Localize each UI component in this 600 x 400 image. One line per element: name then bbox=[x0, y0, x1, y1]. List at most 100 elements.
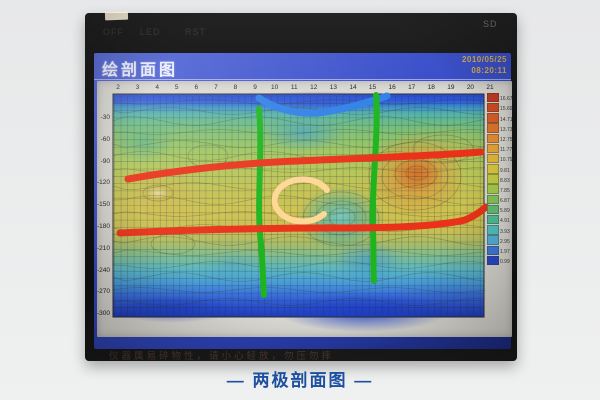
colorbar-swatch bbox=[487, 123, 499, 133]
colorbar-value: 8.83 bbox=[500, 177, 510, 184]
green-marker-line-right bbox=[369, 92, 380, 284]
x-tick-label: 20 bbox=[466, 84, 475, 91]
y-tick-label: -30 bbox=[100, 114, 110, 121]
colorbar-entry: 14.71 bbox=[487, 112, 513, 123]
x-tick-label: 8 bbox=[233, 84, 238, 91]
x-tick-label: 13 bbox=[329, 84, 337, 91]
colorbar-value: 9.81 bbox=[500, 167, 510, 174]
x-tick-label: 17 bbox=[408, 84, 416, 91]
y-tick-label: -60 bbox=[100, 135, 110, 143]
x-tick-label: 14 bbox=[349, 84, 357, 91]
colorbar: 16.67 15.69 14.71 13.73 12.75 11.77 10.79 9.81 8… bbox=[487, 92, 513, 266]
grid-lines bbox=[113, 95, 484, 315]
colorbar-swatch bbox=[487, 225, 499, 235]
colorbar-swatch bbox=[487, 215, 499, 225]
colorbar-entry: 1.97 bbox=[487, 245, 513, 255]
x-tick-label: 18 bbox=[427, 84, 435, 91]
colorbar-entry: 10.79 bbox=[487, 153, 513, 164]
date-label: 2010/05/25 bbox=[461, 55, 507, 64]
colorbar-swatch bbox=[487, 133, 499, 143]
bezel-sticker bbox=[104, 11, 129, 21]
marker-annotations bbox=[116, 92, 490, 298]
bezel-warning-text: 仪器属易碎物性，请小心轻放，勿压勿摔 bbox=[109, 351, 335, 362]
figure-caption: — 两极剖面图 — bbox=[226, 371, 374, 390]
monitor-button-led: LED bbox=[140, 27, 161, 37]
colorbar-entry: 12.75 bbox=[487, 133, 513, 143]
x-tick-label: 5 bbox=[174, 84, 179, 91]
colorbar-swatch bbox=[487, 113, 499, 123]
colorbar-swatch bbox=[487, 204, 499, 215]
y-tick-label: -150 bbox=[97, 201, 111, 209]
y-tick-label: -180 bbox=[97, 223, 111, 230]
monitor-button-rst: RST bbox=[185, 27, 206, 37]
colorbar-value: 4.91 bbox=[500, 218, 510, 225]
colorbar-value: 15.69 bbox=[500, 106, 513, 113]
y-tick-label: -210 bbox=[97, 244, 111, 252]
screen: 绘剖面图 2010/05/25 08:20:11 2 3 4 5 6 7 8 9 10 11 12 1… bbox=[94, 53, 513, 349]
colorbar-value: 3.93 bbox=[500, 228, 510, 235]
colorbar-swatch bbox=[487, 255, 499, 266]
datetime: 2010/05/25 08:20:11 bbox=[462, 54, 507, 76]
y-tick-label: -270 bbox=[97, 288, 111, 296]
monitor-button-off: OFF bbox=[103, 27, 124, 37]
y-tick-label: -300 bbox=[97, 310, 111, 318]
app-title: 绘剖面图 bbox=[102, 62, 179, 79]
colorbar-value: 1.97 bbox=[500, 249, 510, 255]
colorbar-swatch bbox=[487, 174, 499, 184]
x-tick-label: 19 bbox=[447, 84, 455, 91]
y-tick-label: -120 bbox=[97, 179, 111, 187]
colorbar-value: 10.79 bbox=[500, 157, 513, 164]
x-tick-label: 21 bbox=[486, 84, 494, 91]
title-underline bbox=[94, 79, 511, 80]
colorbar-swatch bbox=[487, 235, 499, 245]
colorbar-entry: 4.91 bbox=[487, 214, 513, 225]
colorbar-swatch bbox=[487, 194, 499, 205]
x-tick-label: 7 bbox=[214, 84, 218, 91]
colorbar-entry: 7.85 bbox=[487, 184, 513, 194]
red-marker-line-upper bbox=[124, 148, 485, 183]
x-tick-label: 15 bbox=[368, 84, 377, 91]
colorbar-swatch bbox=[487, 102, 499, 113]
colorbar-entry: 16.67 bbox=[487, 92, 513, 103]
colorbar-entry: 0.99 bbox=[487, 255, 513, 266]
colorbar-value: 16.67 bbox=[500, 96, 513, 103]
colorbar-value: 6.87 bbox=[500, 198, 510, 205]
colorbar-entry: 15.69 bbox=[487, 102, 513, 113]
y-tick-label: -240 bbox=[97, 266, 111, 274]
colorbar-entry: 6.87 bbox=[487, 194, 513, 205]
colorbar-entry: 11.77 bbox=[487, 143, 513, 154]
colorbar-value: 11.77 bbox=[500, 147, 513, 154]
colorbar-entry: 8.83 bbox=[487, 174, 513, 184]
colorbar-value: 5.89 bbox=[500, 208, 510, 215]
y-tick-label: -90 bbox=[100, 157, 110, 165]
x-tick-label: 4 bbox=[155, 84, 159, 91]
colorbar-entry: 13.73 bbox=[487, 123, 513, 133]
green-marker-line-left bbox=[256, 106, 267, 298]
colorbar-value: 12.75 bbox=[500, 136, 513, 143]
colorbar-swatch bbox=[487, 245, 499, 255]
contour-plot bbox=[111, 91, 501, 332]
x-tick-label: 12 bbox=[310, 84, 318, 91]
x-tick-label: 9 bbox=[253, 84, 257, 91]
colorbar-value: 14.71 bbox=[500, 116, 513, 123]
colorbar-entry: 5.89 bbox=[487, 204, 513, 215]
colorbar-value: 0.99 bbox=[500, 259, 510, 266]
colorbar-value: 2.95 bbox=[500, 238, 510, 245]
colorbar-swatch bbox=[487, 164, 499, 174]
time-label: 08:20:11 bbox=[471, 66, 507, 75]
monitor-photo: OFF LED RST SD 绘剖面图 2010/05/25 08:20:11 … bbox=[85, 11, 517, 362]
colorbar-entry: 9.81 bbox=[487, 163, 513, 174]
x-tick-label: 11 bbox=[290, 84, 298, 91]
colorbar-value: 7.85 bbox=[500, 187, 510, 194]
colorbar-swatch bbox=[487, 153, 499, 164]
colorbar-swatch bbox=[487, 184, 499, 194]
plot-panel: 2 3 4 5 6 7 8 9 10 11 12 13 14 15 16 17 18 19 20 21 -30 -60 -… bbox=[97, 81, 513, 337]
x-tick-label: 16 bbox=[388, 84, 396, 91]
colorbar-value: 13.73 bbox=[500, 126, 513, 133]
yellow-marker-circle bbox=[271, 176, 330, 225]
colorbar-entry: 3.93 bbox=[487, 224, 513, 235]
x-tick-label: 6 bbox=[194, 84, 199, 91]
colorbar-swatch bbox=[487, 92, 499, 103]
x-tick-label: 2 bbox=[116, 84, 120, 91]
